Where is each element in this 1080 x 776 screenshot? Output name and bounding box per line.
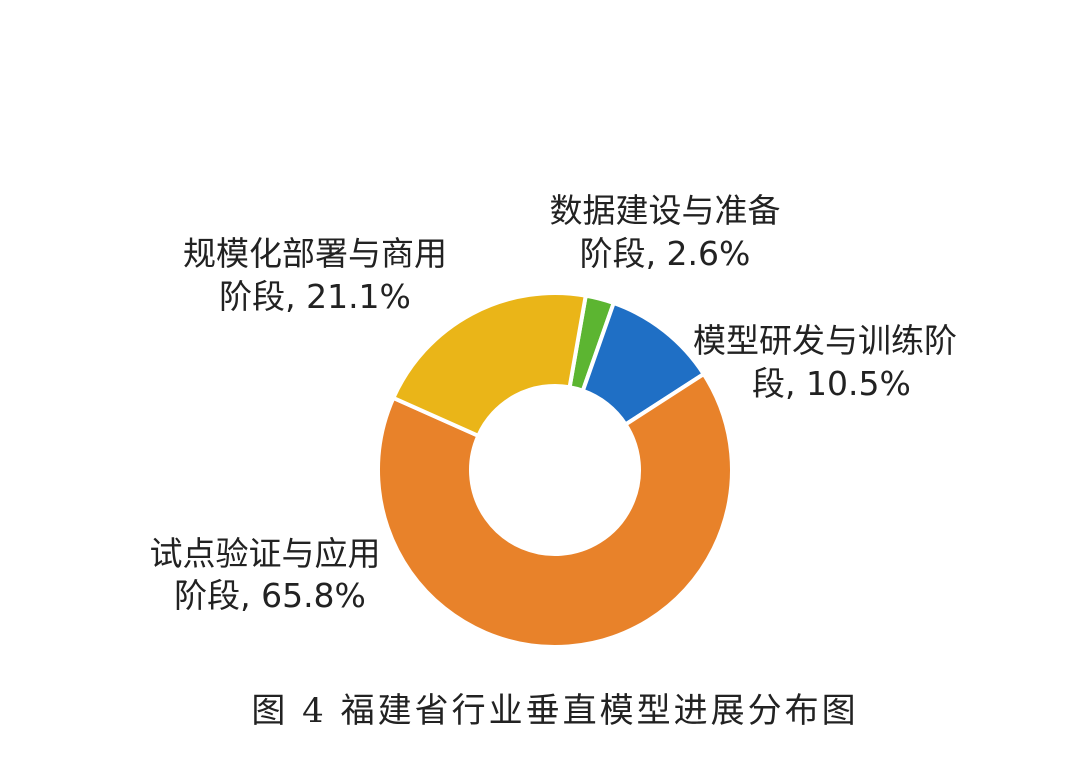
data-label: 段, 10.5% (752, 364, 911, 403)
data-label: 模型研发与训练阶 (693, 321, 957, 360)
data-label: 阶段, 65.8% (174, 576, 366, 615)
data-label: 阶段, 21.1% (219, 277, 411, 316)
data-label: 试点验证与应用 (150, 534, 381, 573)
data-label: 规模化部署与商用 (183, 234, 447, 273)
donut-segment (376, 371, 734, 649)
donut-segment (390, 291, 589, 439)
data-label: 阶段, 2.6% (580, 234, 751, 273)
data-label: 数据建设与准备 (550, 191, 781, 230)
chart-caption: 图 4 福建省行业垂直模型进展分布图 (251, 691, 858, 731)
